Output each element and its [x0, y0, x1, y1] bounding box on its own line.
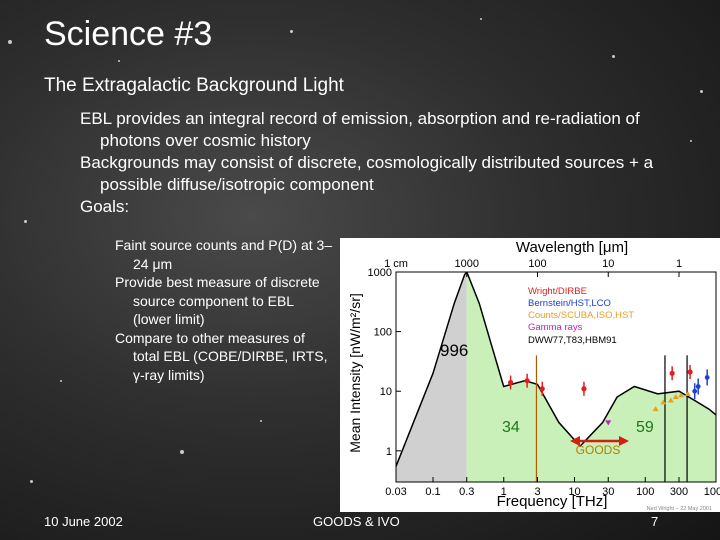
cmb-integral-label: 996: [440, 341, 468, 360]
x-tick-label: 0.3: [459, 486, 474, 498]
legend-item-gamma: Gamma rays: [528, 322, 583, 333]
x-tick-label: 1: [501, 486, 507, 498]
gamma-point: [605, 420, 612, 426]
x-tick-label: 1000: [704, 486, 720, 498]
dirbe-point: [508, 379, 514, 386]
legend-item-hst: Bernstein/HST,LCO: [528, 298, 611, 309]
footer-event: GOODS & IVO: [313, 514, 400, 529]
legend-item-counts: Counts/SCUBA,ISO,HST: [528, 310, 634, 321]
bullet-item: EBL provides an integral record of emiss…: [80, 109, 640, 150]
sub-bullet-item: Provide best measure of discrete source …: [115, 274, 320, 327]
series-area-1: [466, 272, 716, 482]
top-tick-label: 1: [676, 258, 682, 270]
goods-label: GOODS: [576, 443, 621, 457]
dirbe-point: [687, 369, 693, 375]
legend-item-dirbe: Wright/DIRBE: [528, 286, 587, 297]
fir-integral-label: 34: [502, 419, 520, 436]
counts-point: [677, 392, 684, 398]
optical-integral-label: 59: [636, 419, 654, 436]
counts-point: [660, 399, 667, 405]
ebl-chart: 0.030.10.3131030100300100011010010001 cm…: [340, 238, 720, 512]
y-tick-label: 10: [380, 386, 392, 398]
y-tick-label: 1000: [368, 267, 392, 279]
bullet-item: Goals:: [80, 197, 130, 216]
sub-bullet-list: Faint source counts and P(D) at 3–24 μm …: [115, 236, 335, 384]
dirbe-point: [581, 386, 587, 392]
top-axis-title: Wavelength [μm]: [516, 239, 628, 256]
x-tick-label: 0.03: [385, 486, 406, 498]
y-axis-title: Mean Intensity [nW/m²/sr]: [347, 293, 363, 452]
sub-bullet-item: Faint source counts and P(D) at 3–24 μm: [115, 237, 333, 272]
top-tick-label: 1000: [455, 258, 479, 270]
credit-label: Ned Wright – 22 May 2001: [647, 506, 712, 512]
x-axis-title: Frequency [THz]: [497, 493, 608, 510]
x-tick-label: 10: [568, 486, 580, 498]
series-line-0: [395, 271, 468, 467]
dirbe-point: [669, 370, 675, 376]
legend-item-models: DWW77,T83,HBM91: [528, 335, 617, 346]
chart-svg: 0.030.10.3131030100300100011010010001 cm…: [347, 239, 720, 512]
y-tick-label: 100: [374, 327, 392, 339]
dirbe-point: [524, 378, 530, 384]
top-tick-label: 100: [528, 258, 546, 270]
x-tick-label: 30: [602, 486, 614, 498]
plot-frame: [395, 271, 717, 483]
hst-point: [692, 388, 698, 394]
dirbe-point: [539, 386, 545, 392]
sub-bullet-item: Compare to other measures of total EBL (…: [115, 329, 328, 383]
x-tick-label: 3: [534, 486, 540, 498]
hst-point: [704, 375, 710, 380]
counts-point: [667, 397, 674, 403]
counts-point: [684, 390, 691, 396]
top-tick-label: 1 cm: [384, 258, 408, 270]
counts-point: [652, 406, 659, 412]
series-area-0: [396, 272, 467, 482]
top-tick-label: 10: [602, 258, 614, 270]
goods-arrow: [570, 436, 629, 446]
x-tick-label: 100: [636, 486, 654, 498]
counts-point: [672, 393, 679, 399]
x-tick-label: 300: [670, 486, 688, 498]
bullet-item: Backgrounds may consist of discrete, cos…: [80, 153, 654, 194]
bullet-list: EBL provides an integral record of emiss…: [80, 108, 660, 218]
hst-point: [695, 384, 701, 389]
footer-page-number: 7: [651, 514, 659, 529]
slide-subtitle: The Extragalactic Background Light: [44, 75, 344, 96]
slide-title: Science #3: [44, 15, 213, 53]
y-tick-label: 1: [386, 446, 392, 458]
legend: Wright/DIRBE Bernstein/HST,LCO Counts/SC…: [528, 286, 634, 346]
footer-date: 10 June 2002: [44, 514, 123, 529]
x-tick-label: 0.1: [425, 486, 440, 498]
